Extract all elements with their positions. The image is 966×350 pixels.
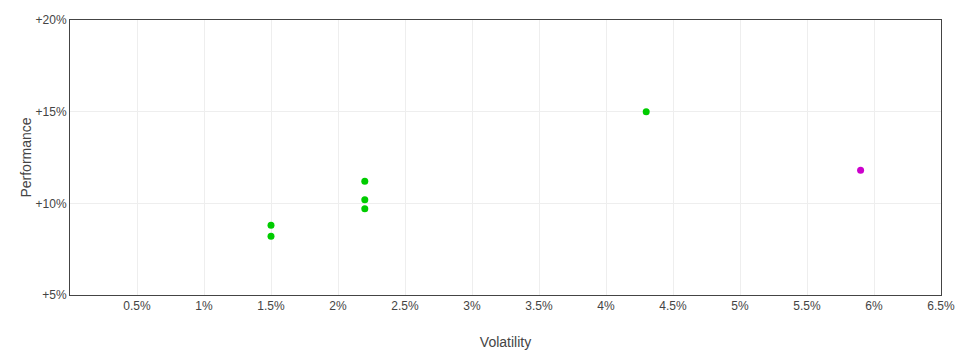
svg-text:5%: 5% <box>731 299 749 313</box>
svg-text:Performance: Performance <box>18 117 34 197</box>
svg-text:1.5%: 1.5% <box>257 299 285 313</box>
svg-text:6.5%: 6.5% <box>927 299 955 313</box>
svg-text:+5%: +5% <box>42 288 67 302</box>
svg-text:0.5%: 0.5% <box>123 299 151 313</box>
svg-text:5.5%: 5.5% <box>793 299 821 313</box>
svg-text:4.5%: 4.5% <box>659 299 687 313</box>
svg-text:+20%: +20% <box>36 13 67 27</box>
svg-text:Volatility: Volatility <box>480 334 531 350</box>
svg-text:3.5%: 3.5% <box>525 299 553 313</box>
svg-text:+10%: +10% <box>36 197 67 211</box>
svg-text:+15%: +15% <box>36 105 67 119</box>
svg-text:2.5%: 2.5% <box>391 299 419 313</box>
svg-text:4%: 4% <box>597 299 615 313</box>
svg-text:3%: 3% <box>463 299 481 313</box>
svg-text:6%: 6% <box>865 299 883 313</box>
svg-text:1%: 1% <box>195 299 213 313</box>
svg-text:2%: 2% <box>329 299 347 313</box>
